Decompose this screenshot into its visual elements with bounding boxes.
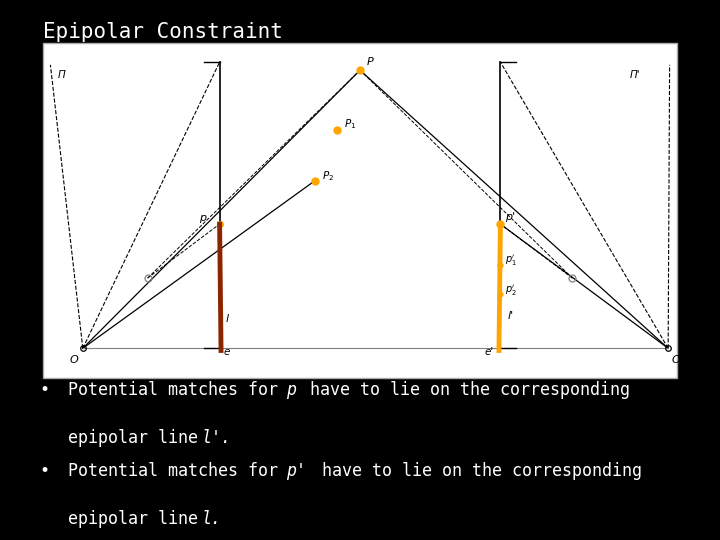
Text: epipolar line: epipolar line [68, 429, 208, 447]
Text: Potential matches for: Potential matches for [68, 462, 289, 480]
Text: p': p' [505, 212, 515, 222]
Text: П': П' [630, 70, 641, 80]
Text: e': e' [485, 347, 494, 357]
Text: •: • [40, 462, 50, 480]
Text: O': O' [672, 355, 683, 366]
Text: p': p' [286, 462, 306, 480]
Text: l'.: l'. [202, 429, 232, 447]
Text: $P_2$: $P_2$ [322, 169, 334, 183]
Bar [43, 43, 677, 378]
Text: l: l [226, 314, 229, 325]
Text: $p_2'$: $p_2'$ [505, 283, 516, 298]
Text: Potential matches for: Potential matches for [68, 381, 289, 399]
Text: epipolar line: epipolar line [68, 510, 208, 528]
Text: П: П [58, 70, 66, 80]
Text: p: p [286, 381, 296, 399]
Text: •: • [40, 381, 50, 399]
Text: $p_1'$: $p_1'$ [505, 253, 516, 268]
Text: e: e [224, 347, 230, 357]
Text: P: P [367, 57, 374, 67]
Text: have to lie on the corresponding: have to lie on the corresponding [312, 462, 642, 480]
Text: O: O [70, 355, 78, 366]
Text: Epipolar Constraint: Epipolar Constraint [43, 22, 283, 42]
Text: l.: l. [202, 510, 222, 528]
Text: $P_1$: $P_1$ [344, 117, 356, 131]
Text: l': l' [508, 310, 514, 321]
Text: p: p [199, 213, 207, 224]
Text: have to lie on the corresponding: have to lie on the corresponding [300, 381, 630, 399]
